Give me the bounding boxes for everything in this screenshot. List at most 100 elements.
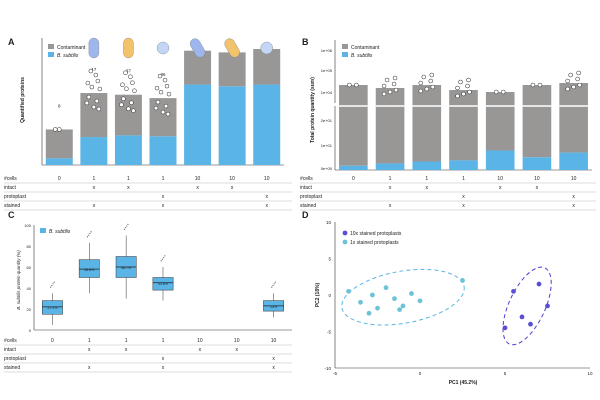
- panel-c-row-value: x: [125, 347, 128, 353]
- panel-c-ytick: 20: [27, 307, 32, 312]
- panel-d-ytick: 5: [328, 257, 331, 262]
- panel-b-legend-contaminant: Contaminant: [351, 45, 380, 51]
- panel-b-row-value: 1: [389, 176, 392, 182]
- panel-a-row-value: 10: [195, 176, 201, 182]
- panel-a-legend-contaminant: Contaminant: [57, 45, 86, 51]
- panel-a-point: [91, 104, 97, 110]
- panel-c-outlier: [274, 281, 276, 283]
- panel-c-row-value: 10: [271, 338, 277, 344]
- panel-d-xtick: 0: [419, 371, 422, 376]
- panel-c-legend: B. subtilis: [49, 229, 71, 235]
- panel-a-row-value: x: [93, 185, 96, 191]
- panel-b-point: [458, 79, 463, 85]
- panel-a-bar-bsub: [218, 86, 246, 165]
- panel-c-row-value: x: [199, 347, 202, 353]
- panel-b-ytick: 2e+01: [321, 118, 333, 123]
- panel-a-point: [129, 100, 134, 105]
- panel-c-outlier: [53, 281, 55, 283]
- panel-c-outlier: [163, 256, 165, 259]
- panel-b-point: [381, 83, 387, 89]
- panel-b-point: [565, 86, 570, 92]
- panel-d-point: [400, 303, 406, 309]
- panel-a-row-value: 1: [127, 176, 130, 182]
- panel-c-box-label: 56.6%: [84, 268, 94, 272]
- panel-d-point: [536, 281, 542, 287]
- panel-b-point: [577, 82, 582, 88]
- panel-a-bar-bsub: [184, 84, 212, 165]
- panel-a-point: [162, 77, 168, 83]
- panel-d-point: [375, 305, 380, 311]
- panel-b-row-value: x: [462, 203, 465, 209]
- panel-c-legend-swatch: [40, 228, 46, 233]
- panel-b-point: [393, 87, 399, 93]
- panel-b-label: B: [302, 37, 309, 47]
- panel-a-row-value: x: [162, 194, 165, 200]
- panel-b-point: [576, 70, 581, 76]
- panel-c-outlier: [88, 234, 90, 236]
- panel-a-point: [123, 70, 128, 75]
- panel-a-point: [96, 106, 102, 112]
- cell-icon: [88, 37, 100, 59]
- panel-c-row-value: x: [235, 347, 238, 353]
- panel-a-top-label: 17: [91, 67, 97, 72]
- panel-a-point: [121, 96, 126, 101]
- panel-b-point: [392, 75, 398, 81]
- panel-b-bar-contaminant: [339, 85, 368, 166]
- panel-b-point: [421, 74, 427, 80]
- panel-c-row-value: 10: [197, 338, 203, 344]
- panel-c-outlier: [126, 225, 128, 227]
- panel-b-point: [381, 91, 387, 97]
- panel-c-outlier: [272, 284, 274, 287]
- panel-a-point: [97, 86, 103, 92]
- panel-d-ylabel: PC2 (18%): [315, 282, 321, 307]
- panel-a-point: [166, 91, 172, 97]
- panel-a-legend-swatch-bsub: [48, 52, 54, 57]
- panel-a-point: [85, 80, 91, 86]
- panel-d-point: [366, 310, 372, 316]
- panel-a-row-value: 0: [58, 176, 61, 182]
- panel-c-row-value: x: [88, 347, 91, 353]
- panel-b-point: [430, 84, 436, 90]
- panel-c-outlier: [273, 283, 275, 285]
- panel-a-row-value: x: [93, 203, 96, 209]
- panel-b-point: [537, 82, 543, 88]
- panel-c-box: [152, 277, 174, 291]
- panel-a-top-label: 8: [58, 103, 61, 108]
- panel-b-row-value: 1: [425, 176, 428, 182]
- panel-c-label: C: [8, 210, 15, 220]
- panel-c-outlier: [86, 236, 89, 238]
- panel-d-point: [502, 325, 508, 331]
- panel-a-point: [124, 86, 129, 91]
- panel-d-point: [545, 303, 550, 309]
- panel-b-point: [530, 82, 536, 88]
- panel-a-point: [120, 82, 125, 87]
- panel-a-row-value: x: [231, 185, 234, 191]
- panel-b-bar-bsub: [485, 150, 515, 170]
- panel-c-row-name: intact: [4, 347, 17, 353]
- panel-c-outlier: [89, 232, 91, 234]
- panel-c-outlier: [161, 258, 163, 260]
- panel-d-point: [409, 291, 414, 296]
- panel-b-bar-bsub: [412, 161, 442, 170]
- panel-a-point: [94, 98, 100, 104]
- panel-a-point: [53, 127, 58, 132]
- panel-d-legend-swatch-10x: [342, 230, 348, 236]
- panel-a-bar-contaminant: [218, 52, 246, 87]
- cell-icon: [189, 38, 206, 58]
- panel-b-point: [500, 89, 506, 95]
- panel-b-ytick: 0e+00: [321, 166, 333, 171]
- panel-b-row-value: 10: [534, 176, 540, 182]
- protoplast-icon: [156, 41, 170, 55]
- panel-b-point: [467, 89, 472, 95]
- panel-a-row-value: x: [162, 203, 165, 209]
- panel-a-row-value: x: [265, 194, 268, 200]
- panel-b-row-value: 1: [462, 176, 465, 182]
- panel-d-ytick: 10: [326, 220, 332, 225]
- panel-c-ytick: 100: [24, 223, 31, 228]
- panel-b-point: [493, 89, 499, 95]
- panel-d-xtick: 10: [587, 371, 593, 376]
- panel-a-row-value: 1: [92, 176, 95, 182]
- cell-icon: [123, 37, 134, 59]
- panel-a-bar-bsub: [253, 84, 281, 165]
- panel-a-row-value: x: [196, 185, 199, 191]
